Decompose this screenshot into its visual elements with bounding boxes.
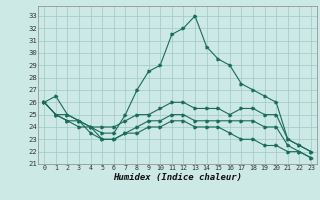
X-axis label: Humidex (Indice chaleur): Humidex (Indice chaleur) (113, 173, 242, 182)
